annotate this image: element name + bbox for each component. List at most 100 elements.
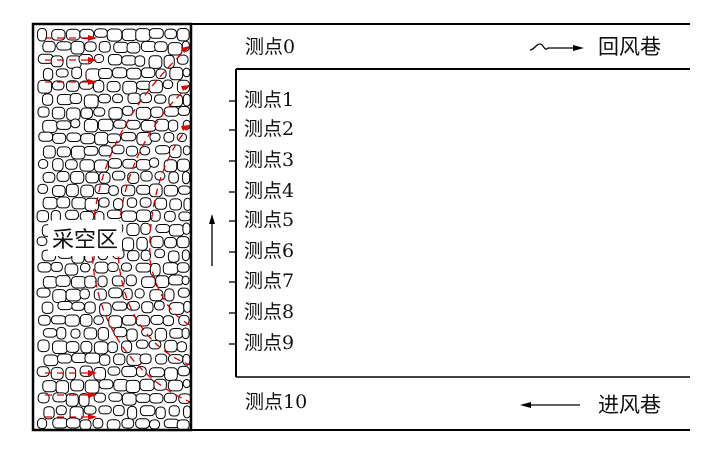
airflow-wave-icon	[529, 43, 549, 51]
rock-fragment	[126, 222, 140, 237]
rock-fragment	[42, 40, 56, 53]
rock-fragment	[135, 28, 151, 42]
rock-fragment	[50, 315, 67, 325]
rock-fragment	[169, 66, 184, 81]
rock-fragment	[125, 274, 137, 287]
rock-fragment	[139, 146, 151, 156]
rock-fragment	[106, 28, 123, 42]
rock-fragment	[57, 300, 73, 311]
rock-fragment	[55, 68, 69, 78]
rock-fragment	[121, 237, 135, 252]
rock-fragment	[42, 145, 56, 159]
rock-fragment	[112, 404, 125, 417]
rock-fragment	[126, 328, 138, 342]
rock-fragment	[65, 393, 79, 407]
rock-fragment	[65, 159, 78, 170]
rock-fragment	[70, 40, 85, 55]
rock-fragment	[84, 301, 96, 314]
rock-fragment	[71, 301, 85, 311]
rock-fragment	[70, 145, 86, 160]
rock-fragment	[134, 288, 145, 299]
rock-fragment	[121, 418, 135, 429]
rock-fragment	[107, 53, 123, 66]
rock-fragment	[126, 41, 141, 54]
rock-fragment	[50, 261, 63, 272]
rock-fragment	[98, 405, 112, 415]
rock-fragment	[111, 170, 126, 181]
rock-fragment	[150, 235, 164, 249]
rock-fragment	[176, 262, 190, 273]
rock-fragment	[164, 367, 178, 381]
rock-fragment	[55, 405, 67, 416]
rock-fragment	[126, 119, 141, 130]
rock-fragment	[107, 158, 123, 169]
rock-fragment	[52, 340, 68, 355]
rock-fragment	[70, 328, 81, 339]
rock-fragment	[154, 197, 168, 210]
rock-fragment	[176, 54, 189, 65]
rock-fragment	[65, 209, 80, 220]
rock-fragment	[155, 223, 171, 234]
rock-fragment	[125, 379, 141, 394]
rock-fragment	[70, 379, 85, 392]
rock-fragment	[139, 378, 155, 392]
rock-fragment	[176, 419, 190, 431]
rock-fragment	[121, 210, 137, 222]
rock-fragment	[50, 55, 64, 68]
rock-fragment	[79, 159, 95, 172]
measuring-point-7: 测点7	[244, 270, 295, 292]
rock-fragment	[149, 367, 165, 378]
rock-fragment	[155, 145, 171, 155]
rock-fragment	[154, 41, 168, 53]
rock-fragment	[55, 380, 70, 395]
rock-fragment	[107, 366, 121, 376]
rock-fragment	[139, 92, 152, 104]
rock-fragment	[122, 105, 134, 116]
rock-fragment	[148, 79, 163, 94]
rock-fragment	[106, 81, 121, 93]
rock-fragment	[154, 248, 166, 259]
advance-arrow-icon	[209, 214, 215, 224]
rock-fragment	[66, 107, 81, 121]
rock-fragment	[97, 118, 114, 132]
rock-fragment	[36, 287, 51, 298]
rock-fragment	[163, 392, 177, 404]
rock-fragment	[155, 353, 168, 365]
rock-fragment	[92, 417, 104, 429]
rock-fragment	[98, 197, 110, 208]
rock-fragment	[149, 132, 161, 142]
rock-fragment	[177, 365, 191, 377]
rock-fragment	[182, 67, 191, 78]
rock-fragment	[141, 301, 154, 314]
rock-fragment	[80, 107, 94, 119]
measuring-point-0: 测点0	[245, 36, 296, 58]
rock-fragment	[162, 79, 174, 90]
rock-fragment	[111, 144, 125, 155]
rock-fragment	[83, 94, 99, 109]
rock-fragment	[37, 183, 49, 194]
rock-fragment	[37, 262, 52, 273]
rock-fragment	[93, 28, 109, 38]
rock-fragment	[164, 210, 176, 222]
rock-fragment	[56, 120, 72, 130]
rock-fragment	[108, 185, 119, 196]
rock-fragment	[83, 145, 99, 156]
rock-fragment	[36, 366, 50, 377]
rock-fragment	[66, 80, 80, 92]
rock-fragment	[71, 66, 83, 80]
rock-fragment	[113, 353, 126, 366]
rock-fragment	[140, 120, 157, 132]
rock-fragment	[108, 107, 123, 120]
rock-fragment	[140, 249, 151, 261]
rock-fragment	[183, 405, 192, 419]
rock-fragment	[51, 80, 65, 91]
rock-fragment	[108, 287, 123, 299]
rock-fragment	[162, 262, 179, 275]
rock-fragment	[135, 418, 150, 429]
rock-fragment	[134, 55, 146, 67]
rock-fragment	[52, 185, 66, 197]
rock-fragment	[84, 352, 101, 364]
rock-fragment	[98, 354, 111, 366]
rock-fragment	[149, 183, 163, 198]
rock-fragment	[183, 300, 192, 313]
